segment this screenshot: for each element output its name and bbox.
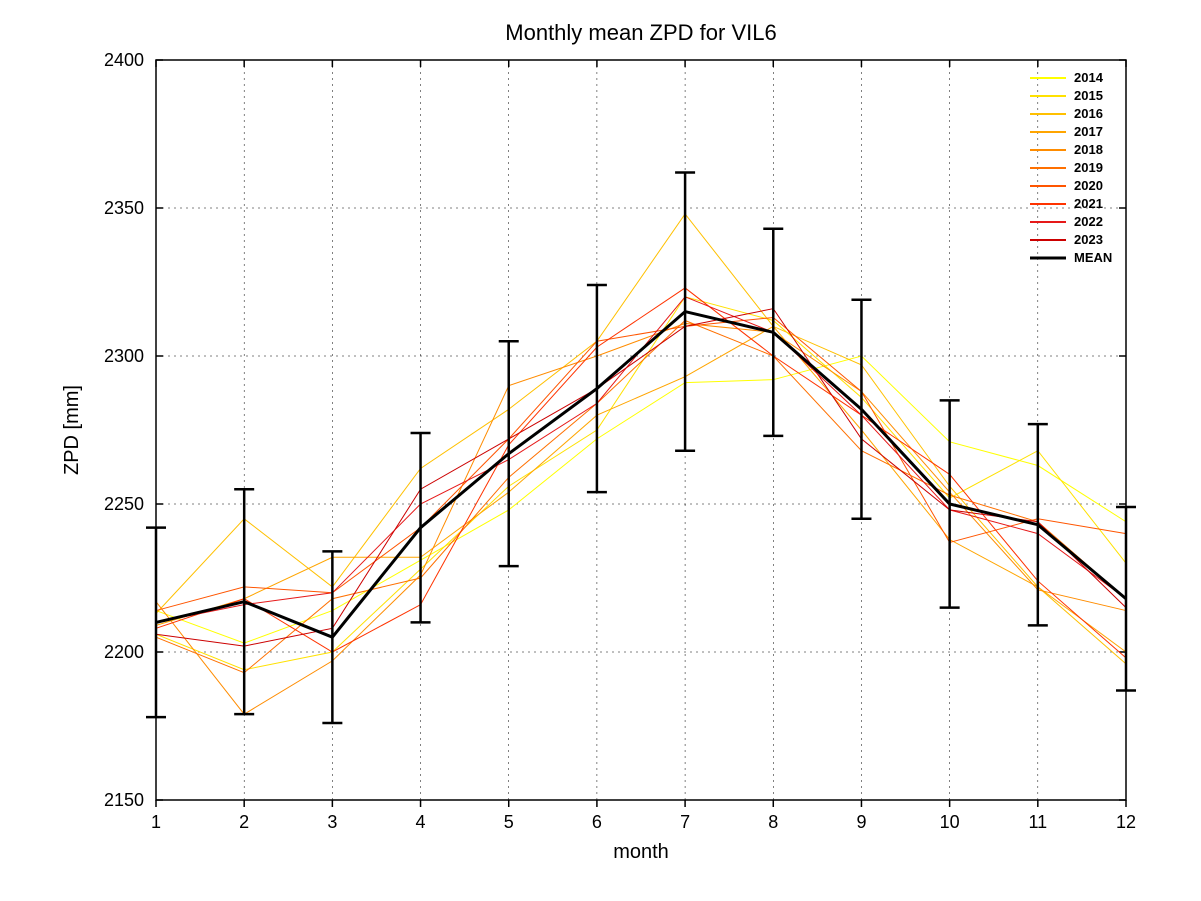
y-axis-label: ZPD [mm] (61, 385, 83, 475)
xtick-label: 3 (327, 812, 337, 832)
legend-label: 2015 (1074, 88, 1103, 103)
ytick-label: 2200 (104, 642, 144, 662)
xtick-label: 10 (940, 812, 960, 832)
chart-svg: 123456789101112215022002250230023502400M… (0, 0, 1201, 901)
legend-label: 2022 (1074, 214, 1103, 229)
xtick-label: 11 (1028, 812, 1047, 832)
legend-label: 2016 (1074, 106, 1103, 121)
xtick-label: 2 (239, 812, 249, 832)
ytick-label: 2150 (104, 790, 144, 810)
chart-container: 123456789101112215022002250230023502400M… (0, 0, 1201, 901)
xtick-label: 6 (592, 812, 602, 832)
ytick-label: 2250 (104, 494, 144, 514)
legend-label-mean: MEAN (1074, 250, 1112, 265)
legend-label: 2014 (1074, 70, 1104, 85)
xtick-label: 5 (504, 812, 514, 832)
xtick-label: 9 (856, 812, 866, 832)
x-axis-label: month (613, 841, 669, 863)
legend-label: 2017 (1074, 124, 1103, 139)
chart-title: Monthly mean ZPD for VIL6 (505, 20, 776, 45)
legend-label: 2020 (1074, 178, 1103, 193)
legend-label: 2023 (1074, 232, 1103, 247)
xtick-label: 4 (416, 812, 426, 832)
ytick-label: 2350 (104, 198, 144, 218)
legend-label: 2018 (1074, 142, 1103, 157)
xtick-label: 12 (1116, 812, 1136, 832)
xtick-label: 1 (151, 812, 161, 832)
ytick-label: 2400 (104, 50, 144, 70)
chart-bg (0, 0, 1201, 901)
xtick-label: 8 (768, 812, 778, 832)
legend-label: 2019 (1074, 160, 1103, 175)
xtick-label: 7 (680, 812, 690, 832)
ytick-label: 2300 (104, 346, 144, 366)
legend-label: 2021 (1074, 196, 1103, 211)
